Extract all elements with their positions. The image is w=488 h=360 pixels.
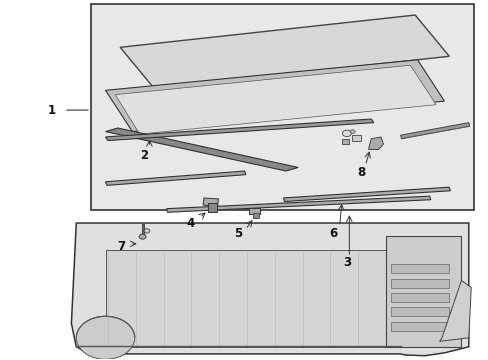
Circle shape bbox=[349, 130, 354, 134]
Circle shape bbox=[76, 316, 135, 359]
Polygon shape bbox=[166, 196, 430, 212]
Bar bbox=[351, 135, 360, 140]
Text: 5: 5 bbox=[234, 227, 242, 240]
Bar bbox=[105, 250, 392, 347]
Bar bbox=[385, 235, 461, 347]
Polygon shape bbox=[400, 123, 469, 139]
Bar bbox=[142, 224, 144, 234]
Text: 1: 1 bbox=[48, 104, 56, 117]
Bar bbox=[390, 293, 448, 302]
Bar bbox=[203, 198, 218, 206]
Bar bbox=[390, 307, 448, 316]
Polygon shape bbox=[368, 137, 383, 149]
Text: 8: 8 bbox=[357, 166, 365, 179]
Bar bbox=[390, 279, 448, 288]
Circle shape bbox=[342, 130, 350, 136]
Text: 4: 4 bbox=[186, 216, 195, 230]
Bar bbox=[390, 264, 448, 273]
Text: 3: 3 bbox=[342, 256, 350, 269]
Circle shape bbox=[139, 234, 146, 239]
Circle shape bbox=[144, 229, 150, 233]
Polygon shape bbox=[115, 65, 435, 134]
Text: 7: 7 bbox=[117, 240, 125, 253]
Text: 6: 6 bbox=[328, 226, 337, 239]
Bar bbox=[253, 213, 259, 218]
Polygon shape bbox=[105, 60, 444, 132]
Bar bbox=[207, 203, 216, 212]
Bar bbox=[249, 208, 260, 214]
Polygon shape bbox=[439, 280, 470, 341]
Polygon shape bbox=[283, 187, 449, 202]
Polygon shape bbox=[71, 223, 468, 356]
Bar bbox=[341, 139, 348, 144]
Polygon shape bbox=[105, 119, 373, 140]
Bar bbox=[390, 321, 448, 330]
Text: 2: 2 bbox=[140, 149, 148, 162]
Polygon shape bbox=[105, 128, 298, 171]
Bar bbox=[91, 4, 473, 211]
Polygon shape bbox=[105, 171, 245, 185]
Polygon shape bbox=[120, 15, 448, 89]
